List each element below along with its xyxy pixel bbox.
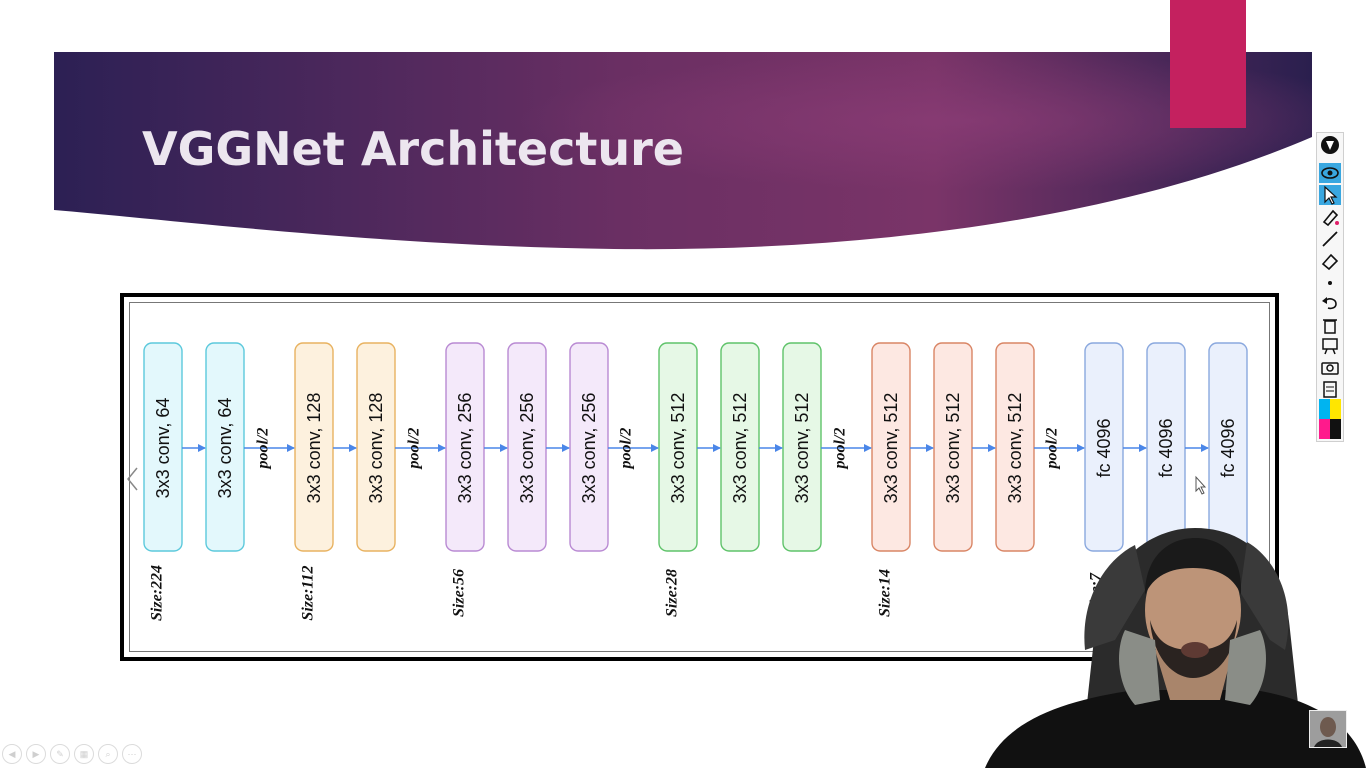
layer-label-9: 3x3 conv, 512: [730, 393, 750, 504]
mouse-cursor-icon: [1195, 475, 1207, 495]
pool-label-2: pool/2: [406, 428, 423, 471]
layer-box-11: [871, 342, 911, 552]
slides-grid-button[interactable]: ▦: [74, 744, 94, 764]
toolbar-pen-logo-button[interactable]: [1319, 135, 1341, 155]
notes-icon: [1323, 381, 1337, 398]
toolbar-whiteboard-button[interactable]: [1319, 335, 1341, 355]
layer-box-3: [294, 342, 334, 552]
slide-title: VGGNet Architecture: [142, 122, 684, 176]
size-label-5: Size:14: [877, 569, 894, 617]
toolbar-line-button[interactable]: [1319, 229, 1341, 249]
layer-label-13: 3x3 conv, 512: [1005, 393, 1025, 504]
size-label-4: Size:28: [664, 569, 681, 617]
layer-label-15: fc 4096: [1156, 418, 1176, 477]
pool-label-4: pool/2: [832, 428, 849, 471]
layer-label-11: 3x3 conv, 512: [881, 393, 901, 504]
toolbar-camera-button[interactable]: [1319, 357, 1341, 377]
layer-label-8: 3x3 conv, 512: [668, 393, 688, 504]
toolbar-marker-button[interactable]: [1319, 207, 1341, 227]
eraser-icon: [1321, 253, 1339, 271]
layer-box-4: [356, 342, 396, 552]
vggnet-diagram: 3x3 conv, 64 3x3 conv, 64 3x3 conv, 128 3x3…: [120, 293, 1279, 661]
layer-box-8: [658, 342, 698, 552]
toolbar-trash-button[interactable]: [1319, 315, 1341, 335]
whiteboard-icon: [1322, 338, 1338, 355]
cursor-icon: [1324, 185, 1338, 205]
toolbar-dot-button[interactable]: [1319, 273, 1341, 293]
drawing-toolbar: [1316, 132, 1344, 442]
line-icon: [1322, 231, 1338, 247]
layer-label-7: 3x3 conv, 256: [579, 393, 599, 504]
pool-label-5: pool/2: [1044, 428, 1061, 471]
layer-label-2: 3x3 conv, 64: [215, 398, 235, 499]
thumbnail-avatar-icon: [1310, 711, 1346, 747]
layer-label-14: fc 4096: [1094, 418, 1114, 477]
diagram-inner-border: 3x3 conv, 64 3x3 conv, 64 3x3 conv, 128 3x3…: [129, 302, 1270, 652]
camera-icon: [1321, 362, 1339, 375]
next-slide-icon: ▶: [32, 748, 40, 759]
toolbar-cursor-button[interactable]: [1319, 185, 1341, 205]
more-options-icon: ⋯: [127, 748, 137, 759]
toolbar-color-palette-button[interactable]: [1319, 399, 1341, 439]
more-options-button[interactable]: ⋯: [122, 744, 142, 764]
undo-icon: [1322, 297, 1337, 310]
slides-grid-icon: ▦: [79, 748, 89, 759]
layer-label-12: 3x3 conv, 512: [943, 393, 963, 504]
toolbar-eye-button[interactable]: [1319, 163, 1341, 183]
layer-label-5: 3x3 conv, 256: [455, 393, 475, 504]
toolbar-notes-button[interactable]: [1319, 379, 1341, 399]
layer-box-12: [933, 342, 973, 552]
accent-rectangle: [1170, 0, 1246, 128]
toolbar-undo-button[interactable]: [1319, 293, 1341, 313]
layer-box-10: [782, 342, 822, 552]
marker-icon: [1322, 209, 1339, 227]
slide-nav-controls: ◀ ▶ ✎ ▦ ⌕ ⋯: [2, 744, 142, 764]
presenter-thumbnail[interactable]: [1309, 710, 1347, 748]
diagram-canvas: 3x3 conv, 64 3x3 conv, 64 3x3 conv, 128 3x3…: [143, 342, 1248, 621]
layer-box-9: [720, 342, 760, 552]
trash-icon: [1323, 319, 1337, 334]
title-banner: [54, 52, 1312, 250]
toolbar-eraser-button[interactable]: [1319, 251, 1341, 271]
layer-box-13: [995, 342, 1035, 552]
slide-back-chevron-icon[interactable]: [125, 466, 139, 492]
dot-icon: [1328, 281, 1332, 285]
next-slide-button[interactable]: ▶: [26, 744, 46, 764]
prev-slide-icon: ◀: [8, 748, 16, 759]
layer-box-5: [445, 342, 485, 552]
layer-label-10: 3x3 conv, 512: [792, 393, 812, 504]
pen-tool-button[interactable]: ✎: [50, 744, 70, 764]
layer-label-3: 3x3 conv, 128: [304, 393, 324, 504]
layer-box-7: [569, 342, 609, 552]
pool-label-3: pool/2: [618, 428, 635, 471]
layer-box-6: [507, 342, 547, 552]
layer-label-16: fc 4096: [1218, 418, 1238, 477]
layer-label-1: 3x3 conv, 64: [153, 398, 173, 499]
prev-slide-button[interactable]: ◀: [2, 744, 22, 764]
color-palette-icon: [1319, 399, 1341, 439]
zoom-icon: ⌕: [105, 748, 111, 759]
presenter-webcam-video: [985, 528, 1366, 768]
pen-tool-icon: ✎: [56, 748, 64, 759]
eye-icon: [1321, 167, 1339, 179]
pool-label-1: pool/2: [255, 428, 272, 471]
layer-box-14: [1084, 342, 1124, 552]
size-label-2: Size:112: [300, 565, 317, 620]
layer-label-6: 3x3 conv, 256: [517, 393, 537, 504]
layer-box-2: [205, 342, 245, 552]
zoom-button[interactable]: ⌕: [98, 744, 118, 764]
layer-label-4: 3x3 conv, 128: [366, 393, 386, 504]
size-label-3: Size:56: [451, 569, 468, 617]
pen-logo-icon: [1321, 136, 1339, 154]
size-label-1: Size:224: [149, 565, 166, 621]
layer-box-1: [143, 342, 183, 552]
